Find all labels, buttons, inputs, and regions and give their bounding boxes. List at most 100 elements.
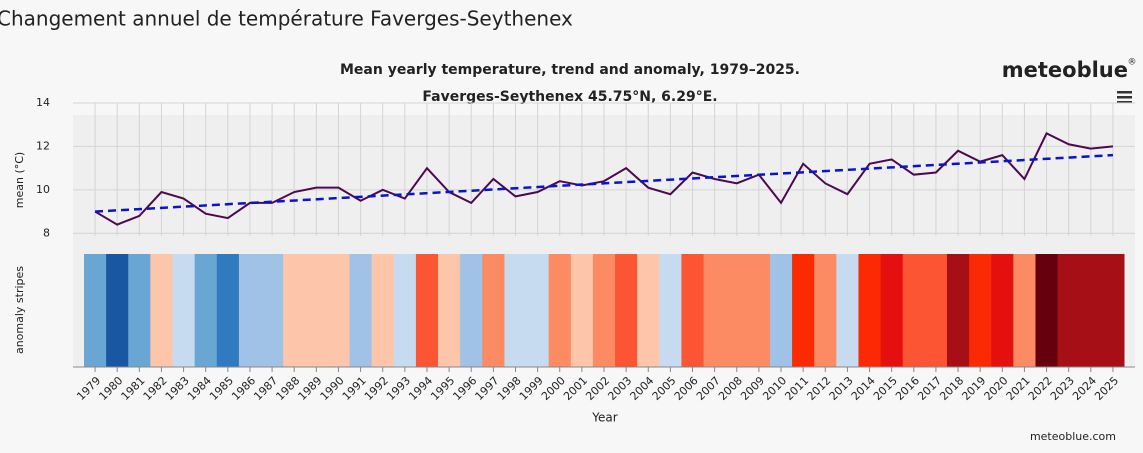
- trend-line: [94, 153, 1114, 213]
- anomaly-stripe: [172, 254, 196, 367]
- anomaly-stripe: [261, 254, 284, 367]
- logo-mark: ®: [1128, 58, 1137, 68]
- x-tick-label: 1979: [74, 374, 103, 403]
- stripes-label: anomaly stripes: [13, 266, 26, 354]
- x-tick-label: 2012: [805, 374, 834, 403]
- anomaly-stripe: [216, 254, 240, 367]
- x-tick-label: 2025: [1092, 374, 1121, 403]
- x-tick-label: 2016: [893, 374, 922, 403]
- x-tick-label: 2001: [561, 374, 590, 403]
- x-tick-label: 2004: [628, 374, 657, 403]
- anomaly-stripe: [238, 254, 262, 367]
- anomaly-stripe: [592, 254, 616, 367]
- x-tick-label: 2019: [959, 374, 988, 403]
- y-tick-label: 14: [36, 96, 50, 109]
- anomaly-stripe: [327, 254, 351, 367]
- x-tick-label: 1993: [384, 374, 413, 403]
- x-tick-label: 1999: [517, 374, 546, 403]
- anomaly-stripe: [924, 254, 948, 367]
- anomaly-stripe: [902, 254, 926, 367]
- chart-subtitle: Faverges-Seythenex 45.75°N, 6.29°E.: [422, 89, 717, 105]
- menu-bar: [1117, 101, 1132, 104]
- anomaly-stripe: [415, 254, 439, 367]
- y-tick-label: 10: [36, 183, 50, 196]
- anomaly-stripe: [969, 254, 992, 367]
- x-tick-label: 2024: [1070, 374, 1099, 403]
- anomaly-stripe: [504, 254, 528, 367]
- anomaly-stripe: [393, 254, 417, 367]
- x-tick-label: 1988: [273, 374, 302, 403]
- logo: meteoblue: [1002, 58, 1128, 82]
- anomaly-stripe: [703, 254, 727, 367]
- x-tick-label: 1995: [428, 374, 457, 403]
- x-tick-label: 1990: [318, 374, 347, 403]
- anomaly-stripe: [570, 254, 594, 367]
- anomaly-stripe: [460, 254, 483, 367]
- x-tick-label: 1982: [141, 374, 170, 403]
- anomaly-stripe: [438, 254, 461, 367]
- x-tick-label: 1991: [340, 374, 369, 403]
- anomaly-stripe: [1079, 254, 1103, 367]
- x-tick-label: 1981: [119, 374, 148, 403]
- x-tick-label: 2005: [650, 374, 679, 403]
- anomaly-stripe: [106, 254, 129, 367]
- x-tick-label: 2008: [716, 374, 745, 403]
- x-tick-label: 2014: [849, 374, 878, 403]
- x-tick-label: 1989: [296, 374, 325, 403]
- anomaly-stripe: [615, 254, 638, 367]
- x-tick-label: 2009: [738, 374, 767, 403]
- x-tick-label: 2000: [539, 374, 568, 403]
- anomaly-stripe: [349, 254, 373, 367]
- x-tick-label: 2007: [694, 374, 723, 403]
- chart-title: Mean yearly temperature, trend and anoma…: [340, 62, 800, 78]
- anomaly-stripe: [769, 254, 793, 367]
- y-axis-label: mean (°C): [13, 152, 26, 208]
- x-tick-label: 2006: [672, 374, 701, 403]
- x-axis-label: Year: [591, 411, 617, 425]
- anomaly-stripe: [128, 254, 151, 367]
- anomaly-stripe: [725, 254, 749, 367]
- anomaly-stripe: [814, 254, 837, 367]
- footer: meteoblue.com: [1030, 430, 1116, 443]
- x-tick-label: 1986: [229, 374, 258, 403]
- x-tick-label: 1996: [450, 374, 479, 403]
- anomaly-stripe: [880, 254, 904, 367]
- anomaly-stripe: [482, 254, 505, 367]
- anomaly-stripe: [84, 254, 107, 367]
- x-tick-label: 1997: [473, 374, 502, 403]
- anomaly-stripe: [1035, 254, 1059, 367]
- x-tick-label: 2010: [760, 374, 789, 403]
- anomaly-stripe: [194, 254, 218, 367]
- x-tick-label: 1985: [207, 374, 236, 403]
- anomaly-stripe: [991, 254, 1014, 367]
- anomaly-stripe: [371, 254, 395, 367]
- x-tick-label: 1992: [362, 374, 391, 403]
- x-tick-label: 1983: [163, 374, 192, 403]
- x-tick-label: 1998: [495, 374, 524, 403]
- x-tick-label: 2022: [1026, 374, 1055, 403]
- x-tick-label: 2002: [583, 374, 612, 403]
- x-tick-label: 1987: [251, 374, 280, 403]
- y-tick-label: 12: [36, 139, 50, 152]
- menu-bar: [1117, 91, 1132, 94]
- x-tick-label: 2023: [1048, 374, 1077, 403]
- anomaly-stripe: [637, 254, 660, 367]
- x-tick-label: 1994: [406, 374, 435, 403]
- anomaly-stripe: [283, 254, 306, 367]
- x-tick-label: 1980: [96, 374, 125, 403]
- anomaly-stripe: [526, 254, 550, 367]
- anomaly-stripe: [305, 254, 328, 367]
- menu-button[interactable]: [1117, 91, 1132, 104]
- x-tick-label: 2013: [827, 374, 856, 403]
- anomaly-stripe: [946, 254, 970, 367]
- anomaly-stripe: [681, 254, 705, 367]
- x-tick-label: 2018: [937, 374, 966, 403]
- x-tick-label: 2021: [1004, 374, 1033, 403]
- x-tick-label: 1984: [185, 374, 214, 403]
- x-tick-label: 2015: [871, 374, 900, 403]
- anomaly-stripe: [747, 254, 771, 367]
- anomaly-stripe: [150, 254, 174, 367]
- x-tick-label: 2011: [782, 374, 811, 403]
- anomaly-stripe: [548, 254, 572, 367]
